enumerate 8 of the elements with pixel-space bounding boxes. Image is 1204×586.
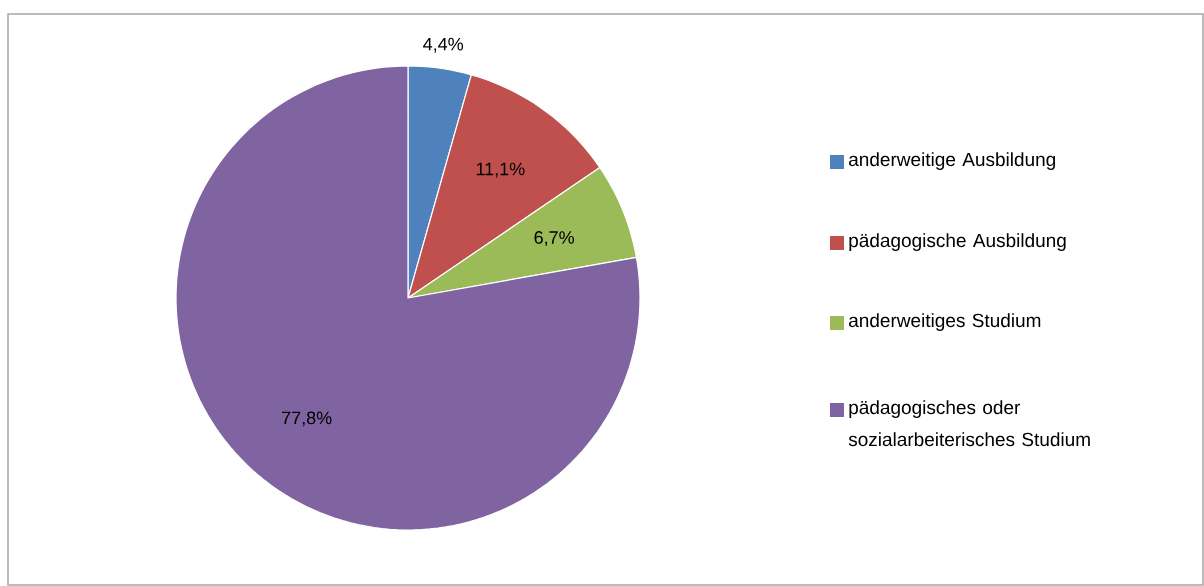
legend-label: pädagogisches oder sozialarbeiterisches Studium [848, 400, 1090, 447]
data-label: 77,8% [282, 411, 332, 427]
data-label: 4,4% [423, 37, 464, 53]
legend-label: anderweitiges Studium [849, 313, 1041, 331]
data-label: 6,7% [534, 231, 575, 246]
legend-label: anderweitige Ausbildung [849, 152, 1056, 170]
legend-label: pädagogische Ausbildung [849, 233, 1066, 251]
data-label: 11,1% [476, 162, 525, 178]
